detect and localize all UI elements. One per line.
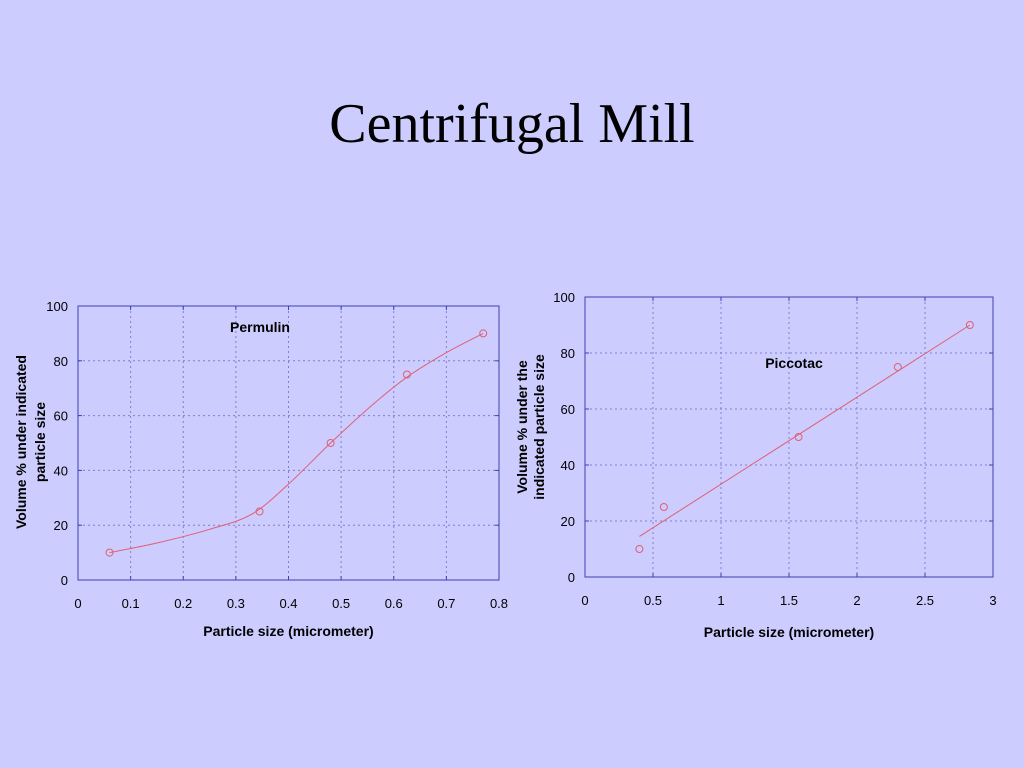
- y-axis-title-line: Volume % under the: [514, 360, 530, 494]
- data-point: [965, 321, 974, 329]
- x-tick-label: 0.4: [279, 596, 297, 611]
- x-tick-label: 0.5: [332, 596, 350, 611]
- data-point: [402, 370, 411, 379]
- x-tick-label: 0.7: [437, 596, 455, 611]
- data-point: [794, 433, 803, 441]
- y-tick-label: 40: [54, 463, 68, 478]
- y-tick-label: 100: [46, 299, 68, 314]
- y-tick-label: 60: [54, 409, 68, 424]
- x-tick-label: 0.8: [490, 596, 508, 611]
- x-tick-label: 2.5: [916, 593, 934, 608]
- x-tick-label: 1: [717, 593, 724, 608]
- y-tick-label: 20: [54, 518, 68, 533]
- y-tick-label: 20: [561, 514, 575, 529]
- slide-title: Centrifugal Mill: [329, 93, 695, 155]
- x-tick-label: 0.1: [122, 596, 140, 611]
- fit-line: [109, 332, 484, 554]
- x-tick-label: 3: [989, 593, 996, 608]
- y-tick-label: 80: [561, 346, 575, 361]
- x-tick-label: 0.6: [385, 596, 403, 611]
- permulin-chart: 0 0.1 0.2 0.3 0.4 0.5 0.6 0.7 0.8 0 20 40 60 80 100 Per…: [13, 299, 508, 639]
- x-tick-label: 2: [853, 593, 860, 608]
- x-tick-label: 1.5: [780, 593, 798, 608]
- series-annotation: Piccotac: [765, 355, 823, 371]
- data-point: [893, 363, 902, 371]
- data-point: [635, 545, 644, 553]
- y-tick-label: 0: [61, 573, 68, 588]
- y-tick-label: 100: [553, 290, 575, 305]
- fit-line: [639, 324, 971, 537]
- data-point: [326, 439, 335, 447]
- y-tick-label: 60: [561, 402, 575, 417]
- x-tick-label: 0: [581, 593, 588, 608]
- piccotac-chart: 0 0.5 1 1.5 2 2.5 3 0 20 40 60 80 100 Piccotac Particl…: [514, 290, 997, 640]
- x-tick-label: 0.5: [644, 593, 662, 608]
- series-annotation: Permulin: [230, 319, 290, 335]
- y-tick-label: 80: [54, 354, 68, 369]
- data-point: [255, 507, 264, 516]
- y-tick-label: 40: [561, 458, 575, 473]
- y-axis-title-line: Volume % under indicated: [13, 355, 29, 529]
- x-tick-label: 0: [74, 596, 81, 611]
- data-point: [479, 329, 488, 338]
- data-point: [105, 548, 114, 557]
- x-axis-title: Particle size (micrometer): [704, 624, 874, 640]
- y-axis-title-line: particle size: [32, 402, 48, 482]
- y-tick-label: 0: [568, 570, 575, 585]
- y-axis-title-line: indicated particle size: [531, 354, 547, 500]
- x-tick-label: 0.2: [174, 596, 192, 611]
- data-point: [659, 503, 668, 511]
- x-axis-title: Particle size (micrometer): [203, 623, 373, 639]
- x-tick-label: 0.3: [227, 596, 245, 611]
